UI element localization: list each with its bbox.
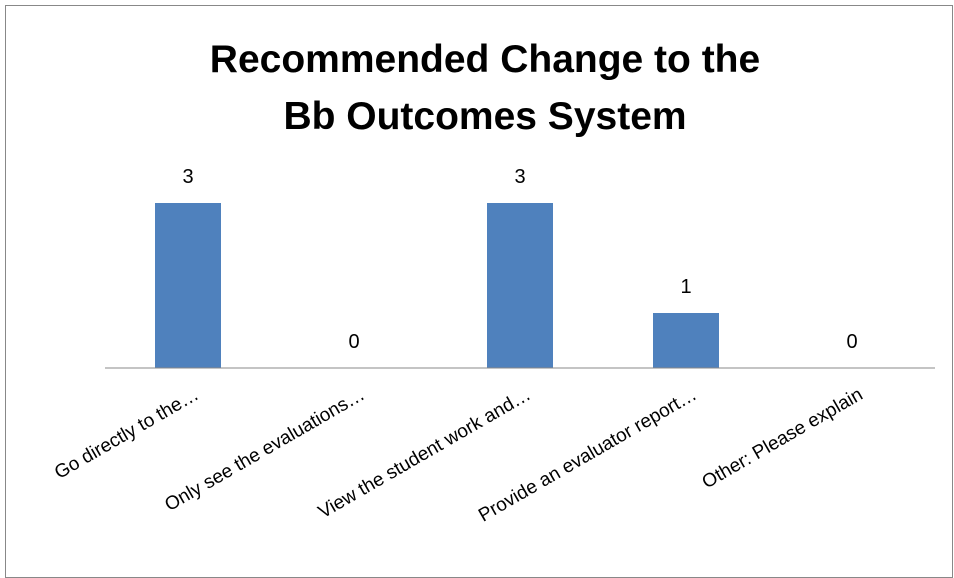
data-label: 1 xyxy=(680,276,691,298)
data-label: 3 xyxy=(514,166,525,188)
chart-border xyxy=(5,5,953,578)
chart-title: Recommended Change to the xyxy=(210,38,760,81)
data-label: 0 xyxy=(846,331,857,353)
bar xyxy=(155,203,221,368)
data-label: 3 xyxy=(182,166,193,188)
data-label: 0 xyxy=(348,331,359,353)
bar xyxy=(487,203,553,368)
chart-title: Bb Outcomes System xyxy=(283,95,686,138)
bar xyxy=(653,313,719,368)
